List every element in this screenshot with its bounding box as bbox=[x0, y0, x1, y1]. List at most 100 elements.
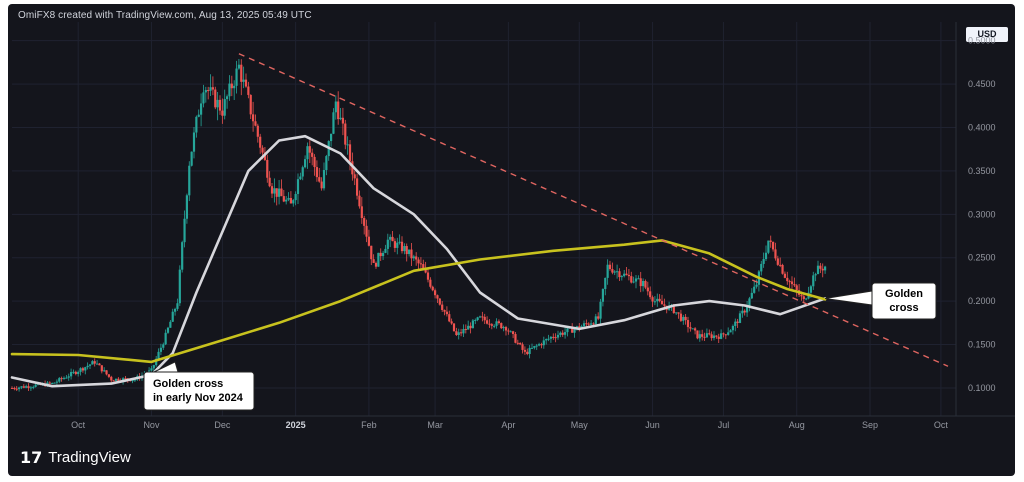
chart-attribution: OmiFX8 created with TradingView.com, Aug… bbox=[18, 10, 312, 21]
candle-body bbox=[755, 284, 758, 287]
golden-cross-nov-callout: Golden cross in early Nov 2024 bbox=[143, 361, 255, 411]
candle-body bbox=[760, 263, 763, 272]
candle-body bbox=[363, 218, 366, 226]
candle-body bbox=[419, 263, 423, 265]
candle-body bbox=[656, 298, 659, 302]
x-tick-label: Apr bbox=[501, 420, 515, 430]
candle-body bbox=[398, 241, 401, 243]
x-tick-label: Sep bbox=[862, 420, 878, 430]
candle-body bbox=[377, 252, 380, 267]
candle-body bbox=[346, 144, 349, 146]
candle-body bbox=[287, 197, 290, 200]
candle-body bbox=[545, 339, 548, 341]
candle-body bbox=[722, 333, 725, 335]
candle-body bbox=[698, 334, 701, 339]
footer-brand[interactable]: 17 TradingView bbox=[20, 445, 131, 469]
y-tick-label: 0.4000 bbox=[968, 123, 996, 133]
y-tick-label: 0.5000 bbox=[968, 36, 996, 46]
candle-body bbox=[178, 269, 181, 304]
candle-body bbox=[261, 147, 264, 153]
candle-body bbox=[422, 264, 425, 270]
candle-body bbox=[675, 312, 678, 314]
candle-body bbox=[370, 245, 373, 260]
candle-body bbox=[601, 289, 605, 302]
candle-body bbox=[58, 378, 61, 382]
candle-body bbox=[738, 313, 742, 323]
candle-body bbox=[589, 323, 593, 325]
candle-body bbox=[549, 336, 553, 339]
candle-body bbox=[98, 363, 101, 366]
candle-body bbox=[689, 327, 692, 329]
candle-body bbox=[710, 334, 713, 339]
candle-body bbox=[22, 386, 25, 388]
candle-body bbox=[497, 321, 501, 324]
candle-body bbox=[615, 271, 619, 273]
candle-body bbox=[55, 381, 59, 383]
candle-body bbox=[91, 361, 94, 365]
candle-body bbox=[426, 272, 430, 280]
resistance-trendline bbox=[238, 53, 949, 367]
candle-body bbox=[277, 188, 281, 197]
candle-body bbox=[703, 336, 706, 338]
candle-body bbox=[372, 259, 375, 263]
candle-body bbox=[195, 116, 198, 133]
currency-badge[interactable]: USD bbox=[966, 27, 1008, 42]
candle-body bbox=[793, 284, 796, 286]
candle-body bbox=[431, 286, 434, 291]
candle-body bbox=[69, 372, 73, 377]
candle-body bbox=[658, 298, 661, 301]
candle-body bbox=[646, 287, 649, 292]
candle-body bbox=[166, 327, 170, 333]
candle-body bbox=[164, 332, 167, 345]
candle-body bbox=[65, 377, 68, 379]
candle-body bbox=[731, 325, 735, 331]
candle-body bbox=[183, 218, 186, 243]
candle-body bbox=[110, 376, 113, 381]
candle-body bbox=[216, 99, 219, 108]
candle-body bbox=[244, 79, 248, 87]
candle-body bbox=[455, 331, 458, 336]
candle-body bbox=[152, 365, 155, 369]
candle-body bbox=[240, 64, 243, 82]
candle-body bbox=[275, 188, 278, 197]
candle-body bbox=[367, 236, 371, 246]
candle-body bbox=[365, 225, 368, 237]
candle-body bbox=[686, 320, 690, 328]
candle-body bbox=[613, 271, 616, 273]
candle-body bbox=[786, 277, 789, 282]
candle-body bbox=[353, 174, 356, 179]
x-tick-label: Nov bbox=[143, 420, 160, 430]
candle-body bbox=[481, 316, 484, 318]
candle-body bbox=[218, 99, 222, 111]
callout-text-line: Golden bbox=[885, 288, 923, 300]
candle-body bbox=[173, 308, 177, 312]
candle-body bbox=[509, 331, 512, 333]
candle-body bbox=[469, 325, 472, 329]
candle-body bbox=[270, 186, 274, 194]
candle-body bbox=[502, 327, 505, 329]
candle-body bbox=[242, 79, 245, 82]
candle-body bbox=[280, 188, 283, 197]
candle-body bbox=[684, 316, 687, 321]
candle-body bbox=[67, 376, 70, 378]
candle-body bbox=[771, 241, 775, 250]
candle-body bbox=[641, 280, 645, 287]
candle-body bbox=[561, 332, 564, 335]
candle-body bbox=[197, 114, 200, 117]
candle-body bbox=[296, 179, 300, 194]
candle-body bbox=[632, 281, 635, 283]
candle-body bbox=[114, 378, 118, 381]
candle-body bbox=[653, 301, 657, 303]
candle-body bbox=[734, 321, 737, 326]
chart-frame: OmiFX8 created with TradingView.com, Aug… bbox=[8, 4, 1015, 476]
candle-body bbox=[181, 242, 184, 270]
candle-body bbox=[450, 321, 453, 324]
candle-body bbox=[495, 321, 498, 326]
candle-body bbox=[471, 320, 475, 329]
candle-body bbox=[25, 386, 28, 388]
candle-body bbox=[60, 378, 63, 380]
candle-body bbox=[660, 300, 664, 305]
candle-body bbox=[412, 256, 415, 259]
candle-body bbox=[27, 386, 30, 388]
candle-body bbox=[329, 133, 333, 142]
